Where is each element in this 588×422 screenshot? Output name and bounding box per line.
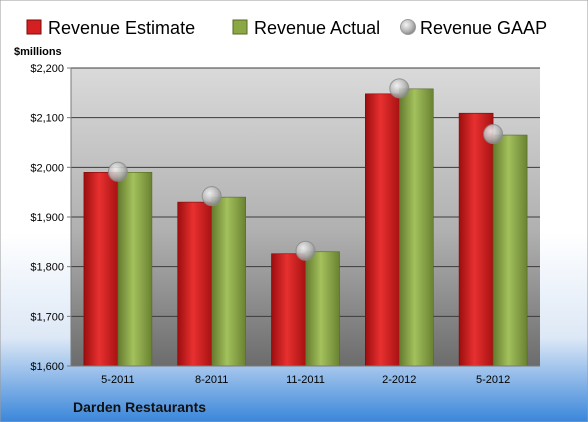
y-tick-label: $1,900 bbox=[30, 212, 64, 224]
y-axis-unit-label: $millions bbox=[14, 46, 62, 58]
bar-revenue-estimate bbox=[364, 93, 400, 367]
marker-revenue-gaap bbox=[295, 240, 316, 261]
x-tick-label: 5-2012 bbox=[476, 374, 510, 386]
y-tick-label: $1,600 bbox=[30, 361, 64, 373]
x-tick-label: 11-2011 bbox=[286, 374, 325, 386]
legend-marker-gaap bbox=[400, 19, 416, 35]
bar-revenue-actual bbox=[117, 172, 153, 367]
x-axis-ticks: 5-2011 8-2011 11-2011 2-2012 5-2012 bbox=[101, 374, 510, 386]
bar-revenue-actual bbox=[211, 196, 246, 367]
bar-revenue-estimate bbox=[458, 112, 494, 367]
legend-label-estimate: Revenue Estimate bbox=[48, 18, 195, 38]
bar-revenue-estimate bbox=[271, 253, 306, 367]
bar-revenue-actual bbox=[305, 251, 340, 367]
x-tick-label: 8-2011 bbox=[195, 374, 228, 386]
marker-revenue-gaap bbox=[389, 78, 410, 99]
bar-revenue-estimate bbox=[83, 172, 119, 367]
marker-revenue-gaap bbox=[483, 124, 504, 145]
legend-item-actual: Revenue Actual bbox=[232, 18, 380, 38]
bars bbox=[83, 88, 528, 367]
company-name: Darden Restaurants bbox=[73, 399, 206, 415]
y-tick-label: $2,200 bbox=[30, 63, 64, 75]
legend-label-actual: Revenue Actual bbox=[254, 18, 380, 38]
y-tick-label: $2,100 bbox=[30, 113, 64, 125]
y-tick-label: $2,000 bbox=[30, 162, 64, 174]
y-axis-ticks: $1,600 $1,700 $1,800 $1,900 $2,000 $2,100 $2,2… bbox=[30, 63, 71, 373]
x-tick-label: 5-2011 bbox=[101, 374, 134, 386]
legend-label-gaap: Revenue GAAP bbox=[420, 18, 547, 38]
gaap-markers bbox=[107, 78, 504, 261]
bar-revenue-actual bbox=[398, 88, 434, 367]
y-tick-label: $1,800 bbox=[30, 262, 64, 274]
legend-swatch-actual bbox=[232, 19, 248, 35]
x-tick-label: 2-2012 bbox=[382, 374, 416, 386]
marker-revenue-gaap bbox=[107, 161, 128, 182]
legend-item-estimate: Revenue Estimate bbox=[26, 18, 195, 38]
legend: Revenue Estimate Revenue Actual Revenue … bbox=[26, 18, 547, 38]
marker-revenue-gaap bbox=[201, 186, 222, 207]
y-tick-label: $1,700 bbox=[30, 311, 64, 323]
legend-item-gaap: Revenue GAAP bbox=[400, 18, 547, 38]
bar-revenue-actual bbox=[492, 134, 528, 367]
bar-revenue-estimate bbox=[177, 201, 212, 367]
legend-swatch-estimate bbox=[26, 19, 42, 35]
